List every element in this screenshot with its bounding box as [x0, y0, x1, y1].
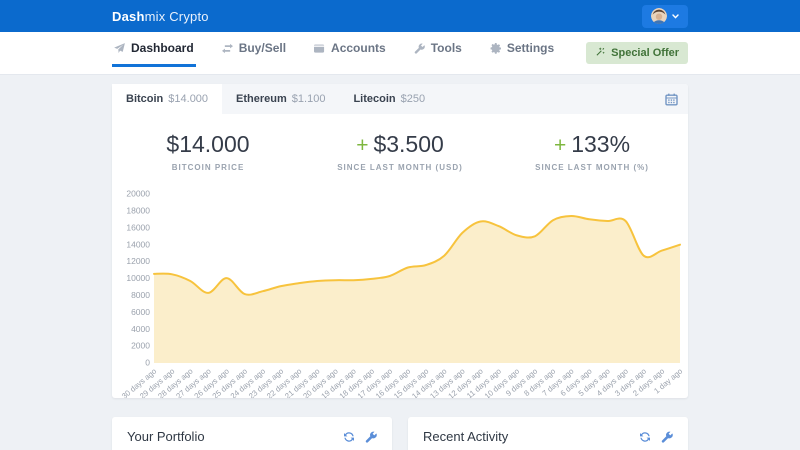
user-menu-button[interactable]: [642, 5, 688, 28]
ticker-tab-litecoin[interactable]: Litecoin $250: [339, 84, 439, 114]
ticker-tab-price: $14.000: [168, 93, 208, 105]
stats-row: $14.000BITCOIN PRICE+$3.500SINCE LAST MO…: [112, 114, 688, 186]
chevron-down-icon: [672, 14, 679, 19]
nav-item-tools[interactable]: Tools: [412, 32, 464, 67]
ticker-tab-price: $1.100: [292, 93, 326, 105]
activity-panel-title: Recent Activity: [423, 429, 508, 444]
stat-value: +$3.500: [304, 131, 496, 158]
svg-text:12000: 12000: [126, 256, 150, 266]
ticker-tabbar: Bitcoin $14.000 Ethereum $1.100 Litecoin $250: [112, 84, 688, 114]
nav-item-label: Buy/Sell: [239, 41, 286, 55]
main-nav: Dashboard Buy/Sell Accounts Tools Settings: [112, 32, 556, 67]
svg-text:14000: 14000: [126, 239, 150, 249]
calendar-button[interactable]: [655, 84, 688, 114]
app-root: Dashmix Crypto Dashboard Buy/Sell Accounts…: [0, 0, 800, 450]
svg-text:4000: 4000: [131, 324, 150, 334]
wrench-icon: [661, 431, 673, 443]
refresh-icon: [343, 431, 355, 443]
portfolio-panel-title: Your Portfolio: [127, 429, 205, 444]
brand-bold-text: Dash: [112, 9, 145, 24]
crypto-chart-card: Bitcoin $14.000 Ethereum $1.100 Litecoin $250…: [112, 84, 688, 398]
svg-text:10000: 10000: [126, 273, 150, 283]
stat-bitcoin-price: $14.000 BITCOIN PRICE: [112, 131, 304, 172]
nav-item-label: Dashboard: [131, 41, 194, 55]
chart-area-fill: [154, 216, 680, 363]
ticker-tabs: Bitcoin $14.000 Ethereum $1.100 Litecoin $250: [112, 84, 439, 114]
activity-settings-button[interactable]: [661, 431, 673, 443]
svg-text:16000: 16000: [126, 222, 150, 232]
special-offer-button[interactable]: Special Offer: [586, 42, 688, 64]
nav-item-label: Accounts: [331, 41, 386, 55]
wrench-icon: [365, 431, 377, 443]
svg-text:0: 0: [145, 358, 150, 368]
portfolio-panel: Your Portfolio: [112, 417, 392, 450]
page-content: Bitcoin $14.000 Ethereum $1.100 Litecoin $250…: [0, 75, 800, 450]
magic-wand-icon: [595, 47, 605, 60]
activity-refresh-button[interactable]: [639, 431, 651, 443]
nav-item-buy-sell[interactable]: Buy/Sell: [220, 32, 288, 67]
nav-item-accounts[interactable]: Accounts: [312, 32, 388, 67]
stat-label: SINCE LAST MONTH (%): [496, 163, 688, 172]
portfolio-settings-button[interactable]: [365, 431, 377, 443]
nav-item-settings[interactable]: Settings: [488, 32, 556, 67]
brand-rest-text: mix Crypto: [145, 9, 209, 24]
ticker-tab-name: Bitcoin: [126, 93, 163, 105]
stat-since-last-month-%: +133% SINCE LAST MONTH (%): [496, 131, 688, 172]
wrench-icon: [414, 43, 425, 54]
nav-item-dashboard[interactable]: Dashboard: [112, 32, 196, 67]
svg-text:8000: 8000: [131, 290, 150, 300]
activity-panel-header: Recent Activity: [408, 417, 688, 450]
portfolio-panel-header: Your Portfolio: [112, 417, 392, 450]
ticker-tab-name: Litecoin: [353, 93, 395, 105]
stat-value: +133%: [496, 131, 688, 158]
stat-label: SINCE LAST MONTH (USD): [304, 163, 496, 172]
paper-plane-icon: [114, 43, 125, 54]
main-navbar: Dashboard Buy/Sell Accounts Tools Settings S…: [0, 32, 800, 75]
top-header: Dashmix Crypto: [0, 0, 800, 32]
ticker-tab-bitcoin[interactable]: Bitcoin $14.000: [112, 84, 222, 114]
wallet-icon: [314, 43, 325, 54]
brand-logo[interactable]: Dashmix Crypto: [112, 9, 209, 24]
stat-since-last-month-usd: +$3.500 SINCE LAST MONTH (USD): [304, 131, 496, 172]
ticker-tab-ethereum[interactable]: Ethereum $1.100: [222, 84, 339, 114]
ticker-tab-price: $250: [401, 93, 425, 105]
svg-text:18000: 18000: [126, 206, 150, 216]
exchange-icon: [222, 43, 233, 54]
user-avatar: [651, 8, 667, 24]
special-offer-label: Special Offer: [611, 47, 679, 59]
svg-text:20000: 20000: [126, 189, 150, 199]
svg-text:2000: 2000: [131, 341, 150, 351]
nav-item-label: Tools: [431, 41, 462, 55]
nav-item-label: Settings: [507, 41, 554, 55]
panel-row: Your Portfolio Recent Activity: [112, 417, 688, 450]
price-chart: 0 2000 4000 6000 8000 10000 12000 14000 16000 180…: [112, 186, 688, 398]
calendar-icon: [665, 93, 678, 106]
portfolio-refresh-button[interactable]: [343, 431, 355, 443]
refresh-icon: [639, 431, 651, 443]
stat-delta-sign: +: [356, 134, 368, 157]
ticker-tab-name: Ethereum: [236, 93, 287, 105]
stat-value: $14.000: [112, 131, 304, 158]
activity-panel: Recent Activity: [408, 417, 688, 450]
gear-icon: [490, 43, 501, 54]
stat-delta-sign: +: [554, 134, 566, 157]
svg-text:6000: 6000: [131, 307, 150, 317]
stat-label: BITCOIN PRICE: [112, 163, 304, 172]
